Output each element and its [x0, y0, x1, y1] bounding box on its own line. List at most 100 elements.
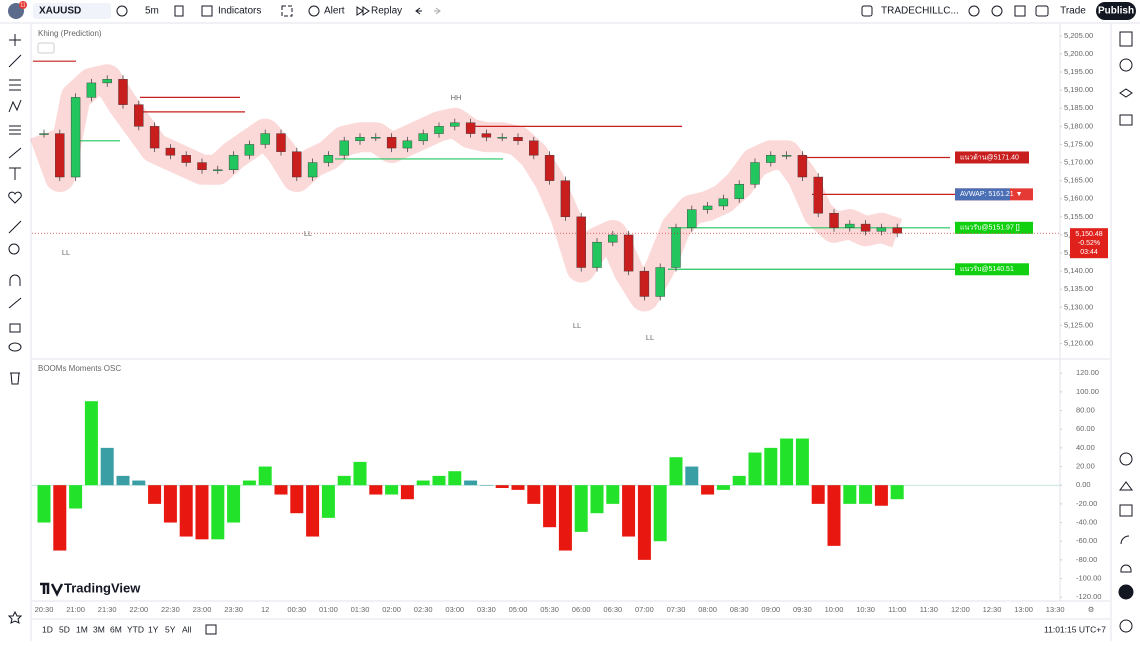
snapshot[interactable]: [1035, 5, 1049, 17]
osc-tick-label: -40.00: [1076, 518, 1097, 527]
candle: [213, 169, 223, 171]
osc-bar: [337, 475, 351, 486]
targets[interactable]: [1119, 452, 1133, 466]
axis-settings[interactable]: ⚙: [1088, 605, 1095, 614]
osc-bar: [558, 485, 572, 551]
undo[interactable]: [415, 7, 422, 15]
osc-bar: [843, 485, 857, 504]
templates[interactable]: [281, 5, 293, 17]
osc-bar: [274, 485, 288, 495]
magnet-tool[interactable]: [9, 274, 21, 286]
publish-bg[interactable]: [1096, 2, 1136, 20]
layout-name[interactable]: TRADECHILLC...: [881, 6, 959, 17]
candle: [860, 223, 871, 232]
candle: [292, 151, 302, 178]
interval[interactable]: 5m: [145, 6, 159, 17]
candle: [623, 234, 634, 272]
badge: [19, 1, 27, 9]
time-label: 06:00: [572, 605, 591, 614]
indicators[interactable]: Indicators: [218, 6, 261, 17]
collapse-button[interactable]: [37, 42, 55, 54]
range-button[interactable]: 6M: [110, 624, 122, 634]
osc-bar: [701, 485, 715, 495]
ideas[interactable]: [1119, 481, 1133, 491]
alerts-panel[interactable]: [1119, 58, 1133, 72]
range-button[interactable]: 5D: [59, 624, 70, 634]
candle: [418, 133, 428, 142]
replay-icon[interactable]: [356, 6, 370, 16]
watchlist[interactable]: [1119, 31, 1133, 47]
publish-button[interactable]: Publish: [1098, 6, 1134, 17]
osc-bar: [69, 485, 83, 509]
candle: [592, 241, 602, 268]
alert[interactable]: Alert: [324, 6, 345, 17]
osc-bar: [606, 485, 620, 504]
measure-tool[interactable]: [8, 220, 22, 234]
calendar[interactable]: [1119, 504, 1133, 517]
candle: [639, 270, 650, 297]
time-label: 13:30: [1046, 605, 1065, 614]
hide-tool[interactable]: [8, 342, 22, 352]
candle: [276, 133, 286, 152]
layout-icon[interactable]: [861, 5, 873, 17]
range-button[interactable]: 5Y: [165, 624, 176, 634]
notifications[interactable]: [1120, 564, 1132, 573]
range-button[interactable]: 1Y: [148, 624, 159, 634]
symbol[interactable]: XAUUSD: [39, 6, 81, 17]
osc-bar: [53, 485, 67, 551]
replay[interactable]: Replay: [371, 6, 402, 17]
lock-tool[interactable]: [9, 323, 21, 333]
apps[interactable]: [1118, 584, 1134, 600]
osc-tick-label: -60.00: [1076, 536, 1097, 545]
add-symbol[interactable]: [116, 5, 128, 17]
time-label: 03:30: [477, 605, 496, 614]
streams[interactable]: [1120, 535, 1130, 545]
goto-date[interactable]: [205, 624, 217, 635]
icon-tool[interactable]: [8, 191, 22, 204]
level-label: แนวรับ@5140.51: [960, 265, 1014, 273]
label-box: [955, 263, 1029, 276]
level-label: แนวรับ@5151.97 []: [960, 224, 1020, 232]
chart-type[interactable]: [174, 5, 184, 17]
oscillator-title[interactable]: BOOMs Moments OSC: [38, 364, 121, 373]
alert-icon[interactable]: [308, 5, 320, 17]
candle: [386, 137, 397, 149]
price-tick-label: 5,195.00: [1064, 67, 1093, 76]
fullscreen[interactable]: [1014, 5, 1026, 17]
range-button[interactable]: 1D: [42, 624, 53, 634]
candle: [734, 184, 744, 199]
candle: [718, 198, 729, 207]
layers[interactable]: [1119, 88, 1133, 98]
favorites[interactable]: [7, 610, 23, 624]
chats[interactable]: [1119, 114, 1133, 126]
zoom-tool[interactable]: [8, 243, 20, 255]
remove-tool[interactable]: [10, 372, 20, 385]
trade-button[interactable]: Trade: [1060, 6, 1086, 17]
time-label: 11:30: [920, 605, 938, 614]
osc-bar: [748, 452, 762, 486]
range-button[interactable]: 1M: [76, 624, 88, 634]
range-button[interactable]: YTD: [127, 624, 144, 634]
settings[interactable]: [991, 5, 1003, 17]
price-tick-label: 5,170.00: [1064, 158, 1093, 167]
pattern-tool[interactable]: [8, 99, 22, 113]
osc-bar: [369, 485, 383, 495]
crosshair-tool[interactable]: [9, 34, 21, 46]
stay-drawing[interactable]: [8, 297, 22, 309]
fib-tool[interactable]: [9, 79, 21, 91]
level-label: AVWAP: 5161.21 ▼: [960, 191, 1023, 198]
indicator-title[interactable]: Khing (Prediction): [38, 29, 102, 38]
osc-bar: [653, 485, 667, 542]
range-button[interactable]: All: [182, 624, 192, 634]
brush-tool[interactable]: [8, 147, 22, 159]
symbol-box[interactable]: [33, 3, 111, 19]
projection-tool[interactable]: [9, 125, 21, 135]
text-tool[interactable]: [9, 167, 21, 180]
help[interactable]: [1119, 619, 1133, 633]
range-button[interactable]: 3M: [93, 624, 105, 634]
trendline-tool[interactable]: [8, 54, 22, 68]
price-tick-label: 5,205.00: [1064, 31, 1093, 40]
quick-search[interactable]: [968, 5, 980, 17]
indicators-icon[interactable]: [201, 5, 213, 17]
redo[interactable]: [434, 7, 441, 15]
